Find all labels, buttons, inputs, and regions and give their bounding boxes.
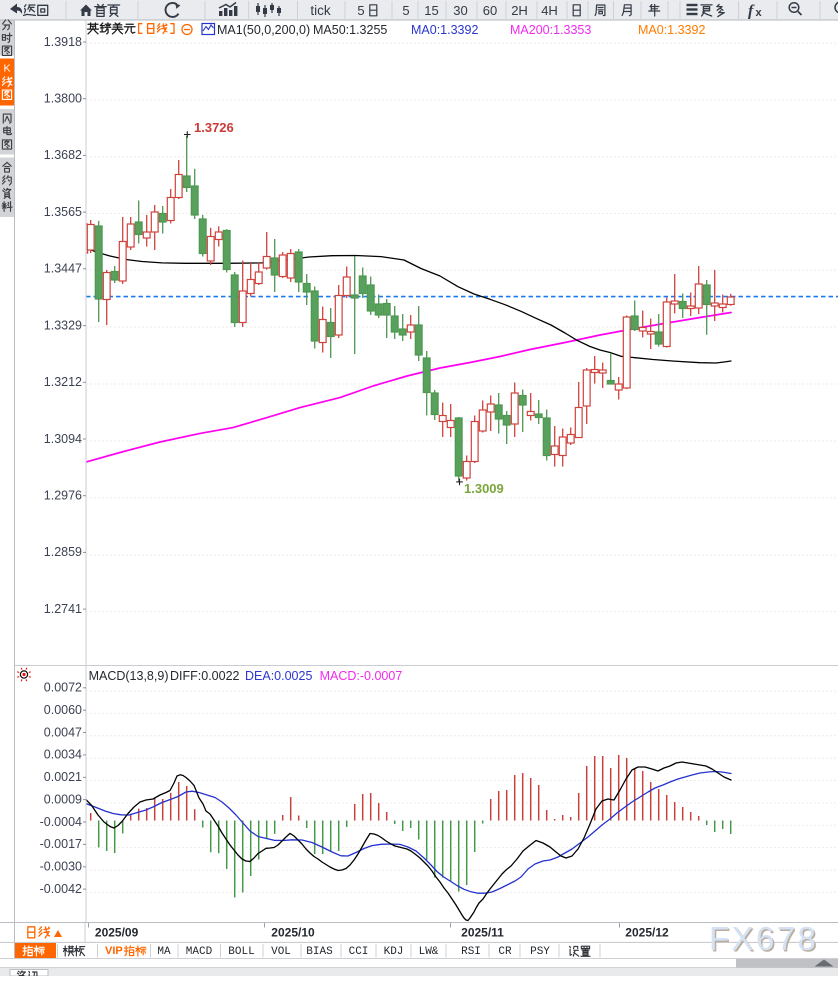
svg-text:MA200:1.3353: MA200:1.3353 (510, 23, 591, 37)
svg-text:5: 5 (357, 3, 364, 18)
svg-text:tick: tick (310, 3, 331, 18)
svg-text:VIP: VIP (105, 945, 123, 957)
svg-text:1.3447: 1.3447 (44, 262, 82, 276)
svg-text:MACD: MACD (186, 946, 213, 958)
svg-text:MA0:1.3392: MA0:1.3392 (638, 23, 705, 37)
svg-text:1.3329: 1.3329 (44, 318, 82, 332)
svg-text:K: K (3, 63, 10, 75)
svg-text:RSI: RSI (461, 946, 481, 958)
svg-text:MA0:1.3392: MA0:1.3392 (411, 23, 478, 37)
svg-text:5: 5 (402, 3, 409, 18)
svg-text:1.3094: 1.3094 (44, 432, 82, 446)
svg-text:0.0021: 0.0021 (44, 770, 82, 784)
svg-text:BOLL: BOLL (228, 946, 254, 958)
svg-text:1.3009: 1.3009 (464, 481, 504, 496)
svg-text:4H: 4H (541, 3, 558, 18)
svg-text:VOL: VOL (271, 946, 291, 958)
svg-text:1.3682: 1.3682 (44, 148, 82, 162)
svg-text:MA: MA (157, 946, 171, 958)
svg-text:DEA:0.0025: DEA:0.0025 (245, 669, 312, 683)
svg-text:1.2859: 1.2859 (44, 545, 82, 559)
svg-text:0.0034: 0.0034 (44, 748, 82, 762)
svg-text:1.3918: 1.3918 (44, 35, 82, 49)
svg-text:-0.0030: -0.0030 (40, 860, 82, 874)
svg-text:30: 30 (453, 3, 467, 18)
svg-text:60: 60 (483, 3, 497, 18)
svg-text:2025/12: 2025/12 (625, 926, 669, 940)
svg-text:FX678: FX678 (711, 922, 820, 959)
svg-text:2025/11: 2025/11 (461, 926, 504, 940)
svg-text:1.3800: 1.3800 (44, 92, 82, 106)
svg-text:1.3726: 1.3726 (194, 120, 234, 135)
svg-text:-0.0017: -0.0017 (40, 837, 82, 851)
svg-text:DIFF:0.0022: DIFF:0.0022 (170, 669, 240, 683)
svg-text:0.0047: 0.0047 (44, 725, 82, 739)
svg-text:MA50:1.3255: MA50:1.3255 (313, 23, 387, 37)
svg-text:1.2741: 1.2741 (44, 602, 82, 616)
svg-text:0.0072: 0.0072 (44, 681, 82, 695)
svg-text:2H: 2H (511, 3, 528, 18)
svg-text:MACD(13,8,9): MACD(13,8,9) (89, 669, 169, 683)
svg-text:-0.0042: -0.0042 (40, 882, 82, 896)
svg-text:CCI: CCI (349, 946, 369, 958)
svg-text:1.2976: 1.2976 (44, 489, 82, 503)
svg-text:LW&: LW& (419, 946, 439, 958)
svg-text:MACD:-0.0007: MACD:-0.0007 (320, 669, 403, 683)
svg-text:2025/09: 2025/09 (95, 926, 139, 940)
svg-text:1.3565: 1.3565 (44, 205, 82, 219)
svg-text:-0.0004: -0.0004 (40, 815, 82, 829)
svg-text:f: f (748, 3, 755, 20)
svg-text:PSY: PSY (530, 946, 550, 958)
svg-text:0.0060: 0.0060 (44, 703, 82, 717)
svg-text:0.0009: 0.0009 (44, 792, 82, 806)
svg-text:FX678: FX678 (709, 920, 818, 957)
svg-text:KDJ: KDJ (384, 946, 404, 958)
svg-text:CR: CR (498, 946, 512, 958)
svg-text:2025/10: 2025/10 (271, 926, 315, 940)
svg-text:x: x (756, 7, 763, 19)
svg-text:1.3212: 1.3212 (44, 375, 82, 389)
svg-text:MA1(50,0,200,0): MA1(50,0,200,0) (217, 23, 310, 37)
svg-text:BIAS: BIAS (306, 946, 333, 958)
svg-text:15: 15 (424, 3, 438, 18)
